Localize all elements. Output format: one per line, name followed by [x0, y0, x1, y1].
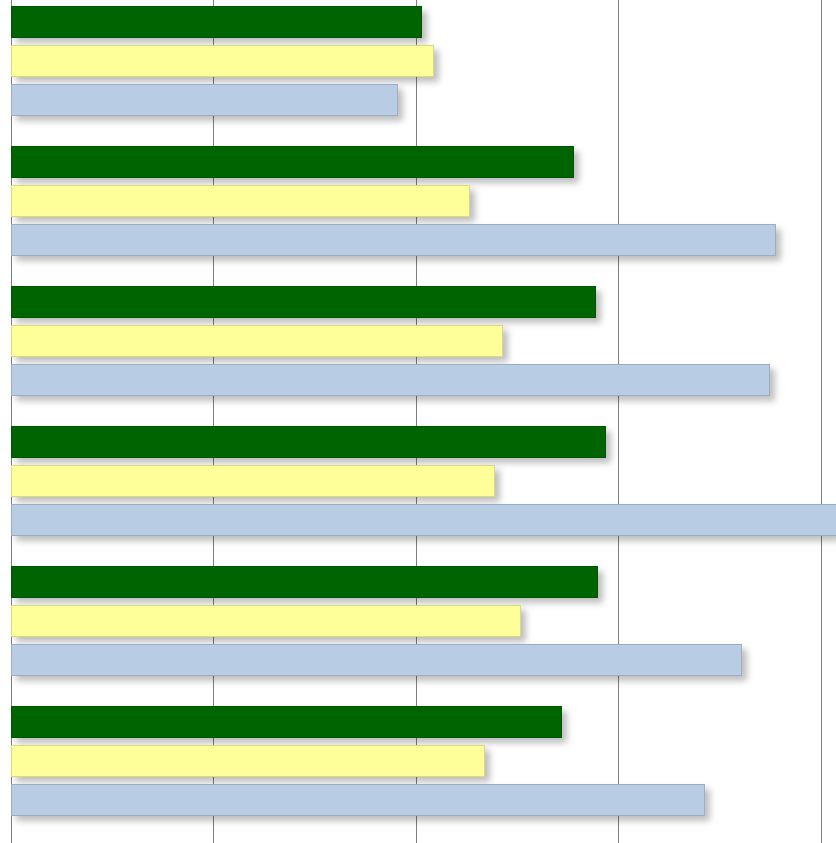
- bar-series-b: [11, 185, 470, 217]
- bar-series-a: [11, 6, 422, 38]
- bar-series-b: [11, 325, 503, 357]
- bar-series-b: [11, 45, 434, 77]
- bar-series-a: [11, 566, 598, 598]
- bar-series-c: [11, 224, 776, 256]
- bar-series-c: [11, 84, 398, 116]
- bar-series-b: [11, 465, 495, 497]
- gridline: [618, 0, 619, 843]
- bar-series-a: [11, 706, 562, 738]
- bar-series-a: [11, 426, 606, 458]
- gridline: [821, 0, 822, 843]
- bar-series-c: [11, 644, 742, 676]
- bar-series-b: [11, 605, 521, 637]
- bar-series-c: [11, 364, 770, 396]
- bar-series-c: [11, 504, 836, 536]
- bar-series-a: [11, 286, 596, 318]
- horizontal-bar-chart: [0, 0, 836, 843]
- bar-series-c: [11, 784, 705, 816]
- bar-series-a: [11, 146, 574, 178]
- bar-series-b: [11, 745, 485, 777]
